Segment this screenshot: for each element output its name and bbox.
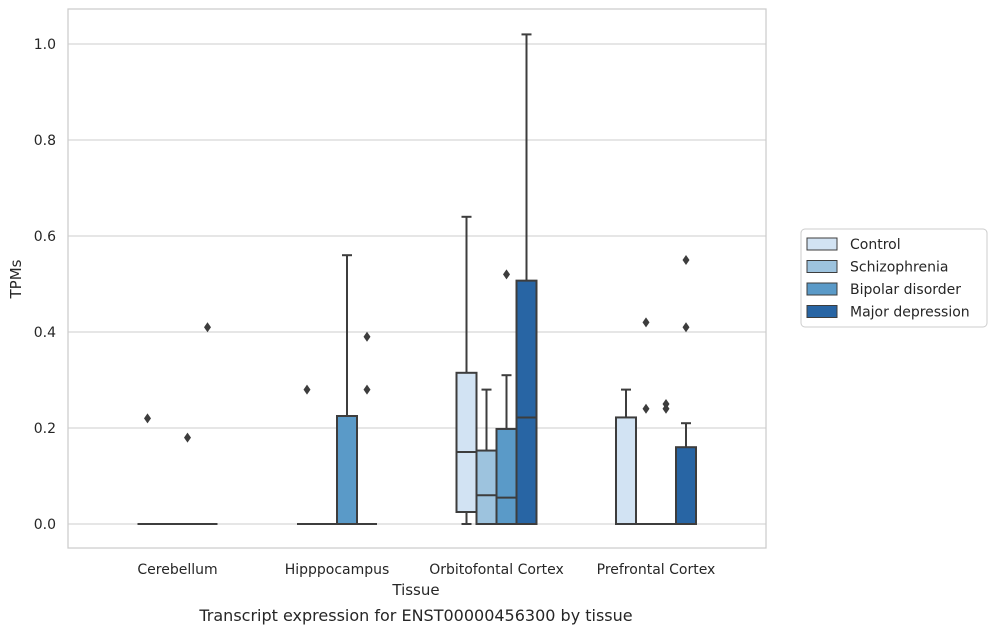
outlier-point bbox=[662, 403, 670, 414]
x-tick-label: Orbitofontal Cortex bbox=[429, 562, 564, 578]
grid-lines bbox=[68, 43, 766, 525]
x-axis-label: Tissue bbox=[391, 581, 439, 599]
outlier-point bbox=[363, 384, 371, 395]
box-major-depression bbox=[675, 255, 697, 526]
box bbox=[495, 427, 518, 525]
box-control bbox=[455, 215, 478, 525]
x-tick-label: Cerebellum bbox=[137, 562, 217, 578]
legend-swatch bbox=[806, 260, 838, 273]
legend-label: Control bbox=[850, 237, 901, 253]
box-bipolar-disorder bbox=[656, 399, 676, 525]
outlier-point bbox=[184, 432, 191, 443]
legend-swatch bbox=[806, 305, 838, 318]
box bbox=[336, 415, 358, 525]
box-major-depression bbox=[357, 331, 377, 525]
box bbox=[515, 279, 538, 526]
legend-label: Major depression bbox=[850, 305, 970, 321]
legend-swatch bbox=[806, 282, 838, 296]
outlier-point bbox=[682, 322, 690, 333]
y-tick-label: 0.8 bbox=[34, 133, 56, 149]
outlier-point bbox=[642, 317, 650, 328]
x-tick-label: Prefrontal Cortex bbox=[597, 562, 716, 578]
box bbox=[455, 371, 478, 513]
y-tick-label: 0.2 bbox=[34, 421, 56, 437]
y-tick-label: 0.0 bbox=[34, 517, 56, 533]
box-control bbox=[615, 388, 637, 525]
outlier-point bbox=[682, 255, 690, 265]
y-axis-ticks: 0.0 0.2 0.4 0.6 0.8 1.0 bbox=[34, 37, 56, 533]
box-schizophrenia bbox=[475, 388, 498, 525]
box-major-depression bbox=[197, 322, 218, 525]
legend-swatch bbox=[806, 237, 838, 251]
outlier-point bbox=[204, 322, 211, 333]
y-tick-label: 0.6 bbox=[34, 229, 56, 245]
legend: Control Schizophrenia Bipolar disorder Majo… bbox=[800, 228, 988, 328]
legend-frame bbox=[800, 228, 988, 328]
box bbox=[615, 416, 637, 525]
outlier-point bbox=[363, 331, 371, 342]
box bbox=[675, 446, 697, 526]
outlier-point bbox=[144, 413, 151, 424]
box-major-depression bbox=[515, 33, 538, 526]
outlier-point bbox=[503, 269, 510, 280]
box bbox=[475, 449, 498, 525]
box-bipolar-disorder bbox=[177, 432, 198, 525]
y-axis-label: TPMs bbox=[7, 259, 25, 299]
box-series bbox=[137, 33, 697, 526]
chart-caption: Transcript expression for ENST0000045630… bbox=[199, 606, 633, 625]
legend-label: Schizophrenia bbox=[850, 260, 948, 276]
y-tick-label: 1.0 bbox=[34, 37, 56, 53]
box-bipolar-disorder bbox=[495, 269, 518, 525]
plot-frame bbox=[67, 8, 767, 549]
legend-label: Bipolar disorder bbox=[850, 282, 961, 298]
box-bipolar-disorder bbox=[336, 254, 358, 525]
outlier-point bbox=[642, 403, 650, 414]
y-tick-label: 0.4 bbox=[34, 325, 56, 341]
outlier-point bbox=[303, 384, 311, 395]
x-axis-ticks: Cerebellum Hipppocampus Orbitofontal Corte… bbox=[137, 562, 715, 578]
x-tick-label: Hipppocampus bbox=[285, 562, 390, 578]
box-control bbox=[297, 384, 317, 525]
box-schizophrenia bbox=[636, 317, 656, 525]
box-control bbox=[137, 413, 158, 525]
